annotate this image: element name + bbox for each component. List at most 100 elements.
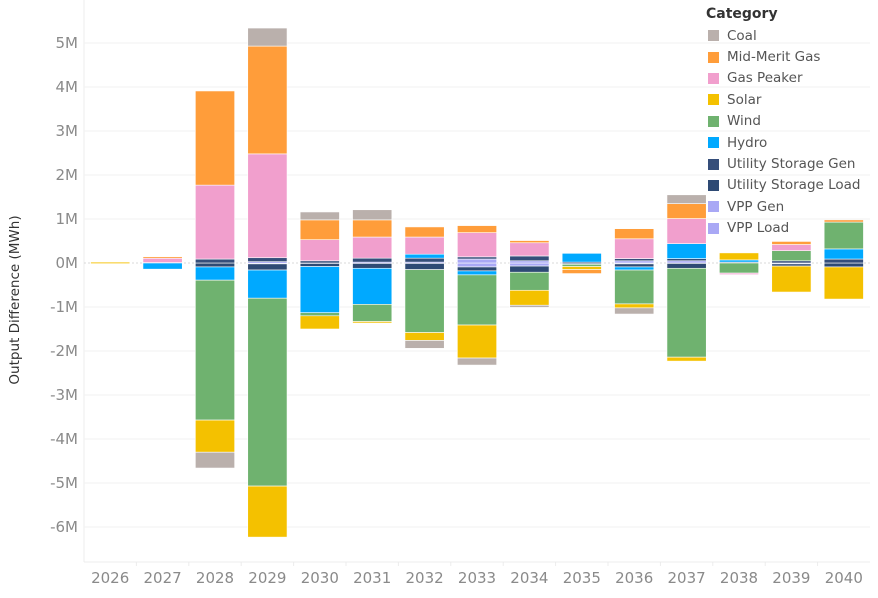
bar-segment-coal-2036[interactable]: [614, 307, 655, 315]
bar-segment-wind-2028[interactable]: [195, 279, 235, 421]
bar-segment-gas-peaker-2031[interactable]: [352, 236, 393, 259]
bar-segment-hydro-2040[interactable]: [823, 248, 864, 260]
bar-segment-mid-merit-gas-2037[interactable]: [666, 203, 707, 219]
bar-segment-mid-merit-gas-2039[interactable]: [771, 241, 812, 245]
legend-item-coal[interactable]: Coal: [706, 25, 861, 46]
bar-segment-mid-merit-gas-2028[interactable]: [195, 90, 235, 186]
bar-segment-hydro-2031[interactable]: [352, 267, 393, 305]
bar-segment-wind-2032[interactable]: [404, 269, 445, 333]
bar-segment-solar-2026[interactable]: [90, 261, 131, 264]
legend-item-mid-merit-gas[interactable]: Mid-Merit Gas: [706, 46, 861, 67]
bar-segment-vpp-gen-2036[interactable]: [614, 260, 655, 264]
bar-segment-coal-2031[interactable]: [352, 209, 393, 221]
bar-segment-utility-storage-load-2032[interactable]: [404, 263, 445, 270]
bar-segment-utility-storage-gen-2036[interactable]: [614, 258, 655, 262]
bar-segment-hydro-2028[interactable]: [195, 266, 235, 281]
bar-segment-coal-2032[interactable]: [404, 340, 445, 349]
bar-segment-solar-2030[interactable]: [299, 315, 340, 330]
bar-segment-gas-peaker-2032[interactable]: [404, 236, 445, 255]
bar-segment-utility-storage-gen-2039[interactable]: [771, 260, 812, 264]
bar-segment-gas-peaker-2033[interactable]: [457, 232, 497, 258]
bar-segment-mid-merit-gas-2032[interactable]: [404, 226, 445, 238]
bar-segment-utility-storage-gen-2029[interactable]: [247, 257, 288, 262]
bar-segment-solar-2039[interactable]: [771, 265, 812, 293]
bar-segment-solar-2029[interactable]: [247, 485, 288, 538]
bar-segment-wind-2040[interactable]: [823, 221, 864, 250]
legend-item-gas-peaker[interactable]: Gas Peaker: [706, 68, 861, 89]
bar-segment-solar-2040[interactable]: [823, 266, 864, 300]
bar-segment-gas-peaker-2034[interactable]: [509, 242, 550, 257]
bar-segment-coal-2037[interactable]: [666, 194, 707, 204]
legend-item-utility-storage-load[interactable]: Utility Storage Load: [706, 175, 861, 196]
bar-segment-solar-2028[interactable]: [195, 419, 235, 453]
bar-segment-solar-2035[interactable]: [561, 266, 602, 270]
bar-segment-mid-merit-gas-2040[interactable]: [823, 219, 864, 223]
bar-segment-gas-peaker-2036[interactable]: [614, 238, 655, 259]
bar-segment-vpp-load-2033[interactable]: [457, 262, 497, 268]
bar-segment-vpp-gen-2034[interactable]: [509, 260, 550, 264]
bar-segment-utility-storage-load-2036[interactable]: [614, 263, 655, 268]
bar-segment-solar-2036[interactable]: [614, 303, 655, 309]
legend-item-solar[interactable]: Solar: [706, 89, 861, 110]
bar-segment-hydro-2033[interactable]: [457, 270, 497, 276]
bar-segment-coal-2029[interactable]: [247, 27, 288, 47]
bar-segment-coal-2033[interactable]: [457, 357, 497, 366]
bar-segment-hydro-2035[interactable]: [561, 253, 602, 263]
bar-segment-solar-2038[interactable]: [719, 252, 759, 261]
bar-segment-wind-2035[interactable]: [561, 264, 602, 267]
bar-segment-gas-peaker-2030[interactable]: [299, 239, 340, 262]
bar-segment-hydro-2027[interactable]: [142, 262, 183, 270]
bar-segment-coal-2034[interactable]: [509, 304, 550, 308]
bar-segment-vpp-gen-2037[interactable]: [666, 260, 707, 264]
bar-segment-utility-storage-load-2028[interactable]: [195, 262, 235, 268]
bar-segment-solar-2033[interactable]: [457, 324, 497, 359]
bar-segment-utility-storage-gen-2040[interactable]: [823, 258, 864, 264]
bar-segment-vpp-gen-2033[interactable]: [457, 258, 497, 264]
bar-segment-gas-peaker-2028[interactable]: [195, 184, 235, 260]
bar-segment-wind-2030[interactable]: [299, 312, 340, 317]
bar-segment-solar-2032[interactable]: [404, 332, 445, 341]
bar-segment-utility-storage-load-2033[interactable]: [457, 266, 497, 272]
bar-segment-wind-2036[interactable]: [614, 269, 655, 305]
bar-segment-wind-2031[interactable]: [352, 304, 393, 322]
bar-segment-coal-2028[interactable]: [195, 451, 235, 469]
bar-segment-wind-2034[interactable]: [509, 271, 550, 291]
bar-segment-gas-peaker-2038[interactable]: [719, 272, 759, 275]
bar-segment-mid-merit-gas-2035[interactable]: [561, 269, 602, 274]
bar-segment-hydro-2037[interactable]: [666, 243, 707, 259]
bar-segment-wind-2033[interactable]: [457, 274, 497, 326]
bar-segment-utility-storage-load-2037[interactable]: [666, 263, 707, 269]
bar-segment-utility-storage-gen-2030[interactable]: [299, 260, 340, 264]
bar-segment-wind-2037[interactable]: [666, 267, 707, 358]
bar-segment-mid-merit-gas-2034[interactable]: [509, 240, 550, 244]
bar-segment-mid-merit-gas-2031[interactable]: [352, 219, 393, 238]
bar-segment-utility-storage-load-2029[interactable]: [247, 263, 288, 271]
bar-segment-utility-storage-load-2040[interactable]: [823, 262, 864, 268]
bar-segment-utility-storage-load-2030[interactable]: [299, 263, 340, 267]
bar-segment-hydro-2030[interactable]: [299, 266, 340, 314]
bar-segment-hydro-2036[interactable]: [614, 266, 655, 271]
bar-segment-hydro-2029[interactable]: [247, 269, 288, 299]
bar-segment-gas-peaker-2037[interactable]: [666, 218, 707, 244]
bar-segment-utility-storage-gen-2031[interactable]: [352, 257, 393, 263]
bar-segment-utility-storage-gen-2028[interactable]: [195, 258, 235, 264]
bar-segment-utility-storage-gen-2032[interactable]: [404, 257, 445, 263]
bar-segment-gas-peaker-2029[interactable]: [247, 153, 288, 259]
bar-segment-solar-2034[interactable]: [509, 289, 550, 306]
bar-segment-utility-storage-gen-2034[interactable]: [509, 255, 550, 262]
bar-segment-utility-storage-load-2039[interactable]: [771, 263, 812, 267]
bar-segment-hydro-2038[interactable]: [719, 259, 759, 263]
bar-segment-wind-2039[interactable]: [771, 250, 812, 262]
bar-segment-mid-merit-gas-2029[interactable]: [247, 45, 288, 155]
bar-segment-utility-storage-gen-2037[interactable]: [666, 258, 707, 262]
bar-segment-wind-2029[interactable]: [247, 297, 288, 487]
bar-segment-hydro-2032[interactable]: [404, 253, 445, 259]
legend-item-vpp-gen[interactable]: VPP Gen: [706, 196, 861, 217]
bar-segment-gas-peaker-2039[interactable]: [771, 244, 812, 251]
legend-item-utility-storage-gen[interactable]: Utility Storage Gen: [706, 153, 861, 174]
bar-segment-utility-storage-load-2034[interactable]: [509, 265, 550, 273]
bar-segment-solar-2037[interactable]: [666, 356, 707, 362]
bar-segment-wind-2038[interactable]: [719, 262, 759, 274]
bar-segment-mid-merit-gas-2027[interactable]: [142, 256, 183, 259]
bar-segment-mid-merit-gas-2036[interactable]: [614, 228, 655, 240]
